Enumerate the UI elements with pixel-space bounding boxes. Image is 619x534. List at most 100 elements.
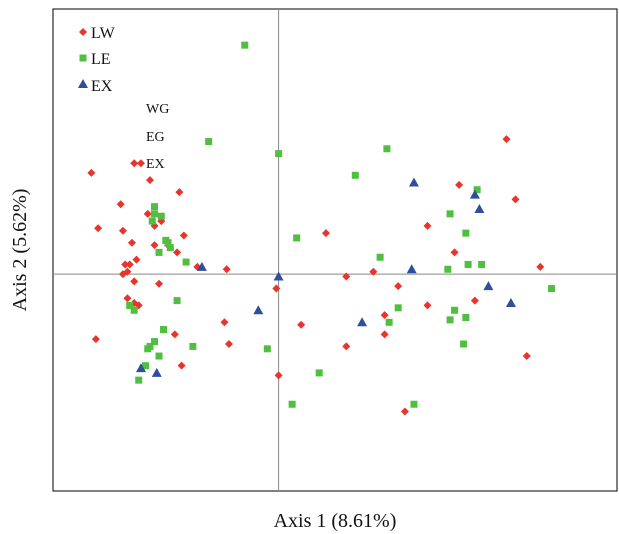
- point-lw: [94, 224, 103, 233]
- point-lw: [175, 188, 184, 197]
- point-le: [151, 210, 159, 218]
- point-le: [351, 171, 359, 179]
- legend-label-ex: EX: [91, 78, 113, 95]
- point-le: [173, 297, 181, 305]
- y-axis-title: Axis 2 (5.62%): [9, 189, 31, 312]
- point-lw: [369, 267, 378, 276]
- legend-marker-le: [79, 54, 87, 62]
- point-ex: [505, 298, 516, 308]
- point-layer: [87, 41, 556, 416]
- point-le: [126, 301, 134, 309]
- point-le: [385, 318, 393, 326]
- point-le: [478, 260, 486, 268]
- annotation-wg: WG: [146, 102, 169, 117]
- legend: LW LE EX: [78, 25, 116, 95]
- point-le: [157, 212, 165, 220]
- point-lw: [170, 330, 179, 339]
- point-lw: [150, 241, 159, 250]
- point-lw: [177, 361, 186, 370]
- point-le: [464, 260, 472, 268]
- point-le: [141, 362, 149, 370]
- legend-label-le: LE: [91, 51, 111, 68]
- point-lw: [87, 168, 96, 177]
- point-ex: [483, 281, 494, 291]
- point-lw: [423, 301, 432, 310]
- point-ex: [408, 177, 419, 187]
- point-lw: [136, 159, 145, 168]
- point-le: [130, 306, 138, 314]
- point-lw: [125, 260, 134, 269]
- point-lw: [511, 195, 520, 204]
- point-lw: [522, 352, 531, 361]
- point-le: [151, 338, 159, 346]
- point-lw: [173, 248, 182, 257]
- point-le: [160, 326, 168, 334]
- point-ex: [253, 305, 264, 315]
- point-le: [462, 313, 470, 321]
- point-lw: [130, 277, 139, 286]
- point-lw: [423, 221, 432, 230]
- point-le: [144, 345, 152, 353]
- point-lw: [455, 180, 464, 189]
- point-ex: [406, 264, 417, 274]
- point-le: [315, 369, 323, 377]
- point-lw: [118, 270, 127, 279]
- point-ex: [474, 204, 485, 214]
- point-lw: [450, 248, 459, 257]
- point-lw: [155, 279, 164, 288]
- point-le: [275, 150, 283, 158]
- point-le: [548, 285, 556, 293]
- point-le: [151, 203, 159, 211]
- point-le: [135, 376, 143, 384]
- point-lw: [91, 335, 100, 344]
- point-lw: [130, 159, 139, 168]
- point-lw: [502, 135, 511, 144]
- point-ex: [469, 189, 480, 199]
- point-le: [182, 258, 190, 266]
- point-lw: [321, 229, 330, 238]
- point-le: [460, 340, 468, 348]
- point-le: [444, 265, 452, 273]
- point-ex: [357, 317, 368, 327]
- point-le: [241, 41, 249, 49]
- point-le: [205, 138, 213, 146]
- annotation-labels: WG EG EX: [146, 102, 169, 172]
- point-lw: [342, 272, 351, 281]
- point-lw: [342, 342, 351, 351]
- plot-frame: [52, 8, 618, 492]
- annotation-ex: EX: [146, 157, 165, 172]
- point-lw: [272, 284, 281, 293]
- point-lw: [220, 318, 229, 327]
- point-le: [166, 244, 174, 252]
- point-le: [148, 217, 156, 225]
- annotation-eg: EG: [146, 130, 165, 145]
- point-le: [162, 236, 170, 244]
- point-le: [288, 400, 296, 408]
- point-le: [462, 229, 470, 237]
- point-lw: [274, 371, 283, 380]
- point-lw: [536, 262, 545, 271]
- point-le: [446, 316, 454, 324]
- point-le: [376, 253, 384, 261]
- point-lw: [470, 296, 479, 305]
- x-axis-title: Axis 1 (8.61%): [274, 510, 397, 532]
- point-le: [451, 306, 459, 314]
- point-le: [446, 210, 454, 218]
- point-lw: [297, 320, 306, 329]
- point-le: [155, 352, 163, 360]
- point-le: [473, 186, 481, 194]
- point-lw: [127, 238, 136, 247]
- point-ex: [273, 271, 284, 281]
- point-le: [293, 234, 301, 242]
- point-lw: [143, 209, 152, 218]
- point-ex: [151, 367, 162, 377]
- point-le: [383, 145, 391, 153]
- point-ex: [196, 261, 207, 271]
- point-lw: [179, 231, 188, 240]
- point-lw: [116, 200, 125, 209]
- point-lw: [146, 176, 155, 185]
- point-lw: [121, 260, 130, 269]
- legend-label-lw: LW: [91, 25, 116, 42]
- point-lw: [380, 311, 389, 320]
- point-lw: [132, 255, 141, 264]
